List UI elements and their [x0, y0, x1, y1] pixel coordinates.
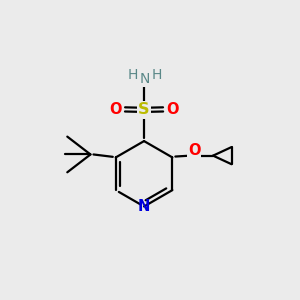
Text: O: O — [166, 102, 178, 117]
Text: S: S — [138, 102, 150, 117]
Text: N: N — [138, 199, 150, 214]
Text: O: O — [110, 102, 122, 117]
Text: N: N — [140, 72, 150, 86]
Text: H: H — [152, 68, 162, 82]
Text: O: O — [188, 143, 201, 158]
Text: H: H — [128, 68, 138, 82]
